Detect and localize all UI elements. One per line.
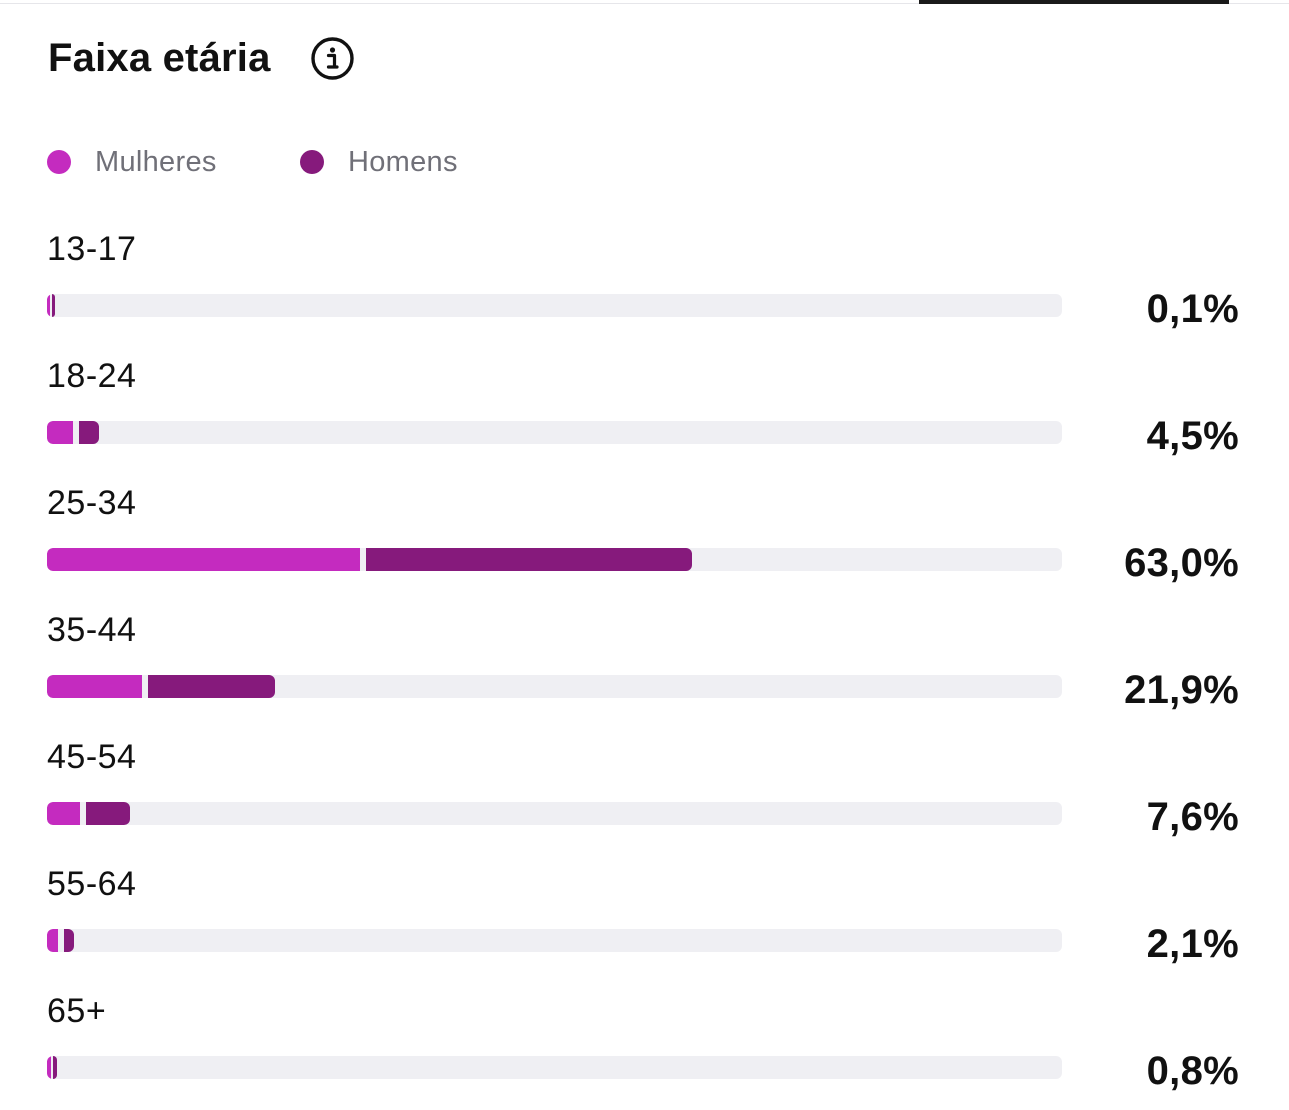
age-range-label: 25-34 [47, 484, 137, 522]
age-row-35-44: 35-44 21,9% [0, 610, 1289, 720]
age-percentage-value: 0,1% [1146, 287, 1239, 331]
bar-segment-men [53, 1056, 58, 1079]
bar-segment-men [86, 802, 131, 825]
bar-track [47, 1056, 1062, 1079]
age-percentage-value: 0,8% [1146, 1049, 1239, 1093]
bar-segment-women [47, 929, 59, 952]
age-row-45-54: 45-54 7,6% [0, 737, 1289, 847]
bar-segment-men [52, 294, 55, 317]
info-circle-icon[interactable] [310, 36, 355, 81]
bar-track [47, 548, 1062, 571]
bar-segment-women [47, 548, 360, 571]
age-percentage-value: 21,9% [1124, 668, 1239, 712]
legend-label-men: Homens [348, 145, 458, 178]
age-row-65plus: 65+ 0,8% [0, 991, 1289, 1101]
bar-track [47, 802, 1062, 825]
age-range-label: 65+ [47, 992, 107, 1030]
age-row-25-34: 25-34 63,0% [0, 483, 1289, 593]
bar-segment-women [47, 802, 81, 825]
legend-label-women: Mulheres [95, 145, 217, 178]
bar-segment-women [47, 294, 50, 317]
age-percentage-value: 7,6% [1146, 795, 1239, 839]
age-range-label: 35-44 [47, 611, 137, 649]
section-title: Faixa etária [48, 36, 271, 80]
women-color-swatch [47, 150, 71, 174]
age-row-55-64: 55-64 2,1% [0, 864, 1289, 974]
bar-segment-women [47, 421, 74, 444]
bar-segment-men [79, 421, 99, 444]
active-tab-indicator [919, 0, 1229, 4]
age-row-13-17: 13-17 0,1% [0, 229, 1289, 339]
age-range-label: 18-24 [47, 357, 137, 395]
bar-segment-women [47, 1056, 52, 1079]
men-color-swatch [300, 150, 324, 174]
age-percentage-value: 2,1% [1146, 922, 1239, 966]
age-range-label: 55-64 [47, 865, 137, 903]
bar-segment-women [47, 675, 143, 698]
bar-segment-men [148, 675, 276, 698]
age-percentage-value: 4,5% [1146, 414, 1239, 458]
age-percentage-value: 63,0% [1124, 541, 1239, 585]
legend-item-men: Homens [300, 140, 458, 184]
age-range-label: 45-54 [47, 738, 137, 776]
bar-segment-men [365, 548, 693, 571]
bar-segment-men [64, 929, 75, 952]
bar-track [47, 294, 1062, 317]
bar-track [47, 675, 1062, 698]
bar-track [47, 421, 1062, 444]
top-divider [0, 3, 1289, 4]
legend-item-women: Mulheres [47, 140, 217, 184]
bar-track [47, 929, 1062, 952]
age-row-18-24: 18-24 4,5% [0, 356, 1289, 466]
age-range-label: 13-17 [47, 230, 137, 268]
